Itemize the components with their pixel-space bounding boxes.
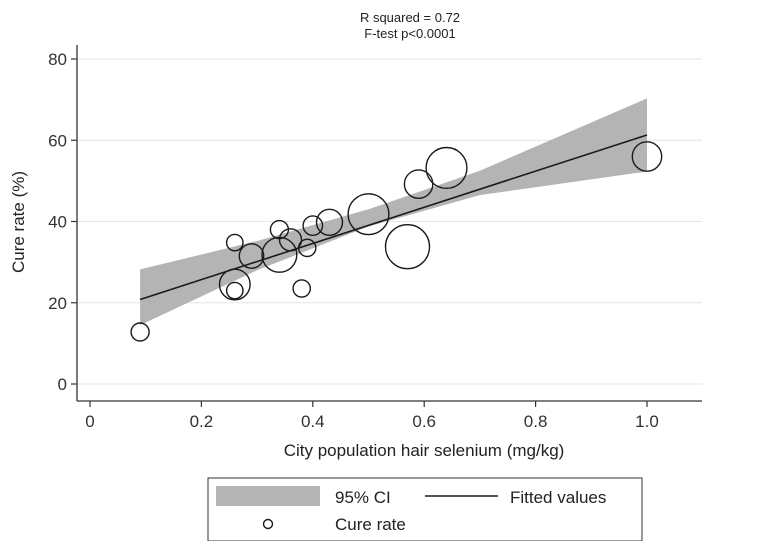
data-point-14 <box>403 169 434 200</box>
y-tick-label-0: 0 <box>58 375 67 394</box>
y-axis-ticks: 0 20 40 60 80 <box>48 50 77 394</box>
data-point-11 <box>315 208 344 237</box>
data-point-13 <box>384 223 431 270</box>
r-squared-annotation: R squared = 0.72 <box>360 10 460 25</box>
data-point-4 <box>238 243 265 269</box>
legend: 95% CI Fitted values Cure rate <box>207 477 643 541</box>
y-tick-label-4: 80 <box>48 50 67 69</box>
legend-cure-rate-label: Cure rate <box>335 515 406 534</box>
y-axis-label: Cure rate (%) <box>9 171 28 273</box>
grid-lines <box>78 58 702 385</box>
legend-cure-rate-marker <box>262 518 274 530</box>
data-point-3 <box>225 233 244 252</box>
x-axis-label: City population hair selenium (mg/kg) <box>284 441 565 460</box>
x-axis-ticks: 0 0.2 0.4 0.6 0.8 1.0 <box>85 401 659 431</box>
data-point-8 <box>292 279 312 298</box>
legend-ci-swatch <box>216 486 320 506</box>
y-tick-label-3: 60 <box>48 131 67 150</box>
x-tick-label-3: 0.6 <box>412 412 436 431</box>
fitted-line <box>139 134 648 301</box>
data-point-15 <box>425 146 468 189</box>
legend-ci-label: 95% CI <box>335 488 391 507</box>
data-point-9 <box>297 238 317 258</box>
data-point-16 <box>631 141 663 172</box>
ci-band-layer <box>140 98 647 326</box>
x-tick-label-1: 0.2 <box>190 412 214 431</box>
data-point-10 <box>302 215 324 237</box>
fit-line-layer <box>139 134 648 301</box>
y-tick-label-1: 20 <box>48 294 67 313</box>
data-point-1 <box>218 268 251 301</box>
data-points <box>130 141 663 342</box>
legend-fit-label: Fitted values <box>510 488 606 507</box>
ci-band <box>140 98 647 326</box>
x-tick-label-2: 0.4 <box>301 412 325 431</box>
x-tick-label-0: 0 <box>85 412 94 431</box>
axes <box>76 45 702 402</box>
f-test-annotation: F-test p<0.0001 <box>364 26 455 41</box>
data-point-12 <box>347 193 390 236</box>
data-point-7 <box>278 228 303 252</box>
data-point-0 <box>130 322 150 342</box>
x-tick-label-4: 0.8 <box>524 412 548 431</box>
x-tick-label-5: 1.0 <box>635 412 659 431</box>
y-tick-label-2: 40 <box>48 213 67 232</box>
data-point-2 <box>225 281 244 300</box>
